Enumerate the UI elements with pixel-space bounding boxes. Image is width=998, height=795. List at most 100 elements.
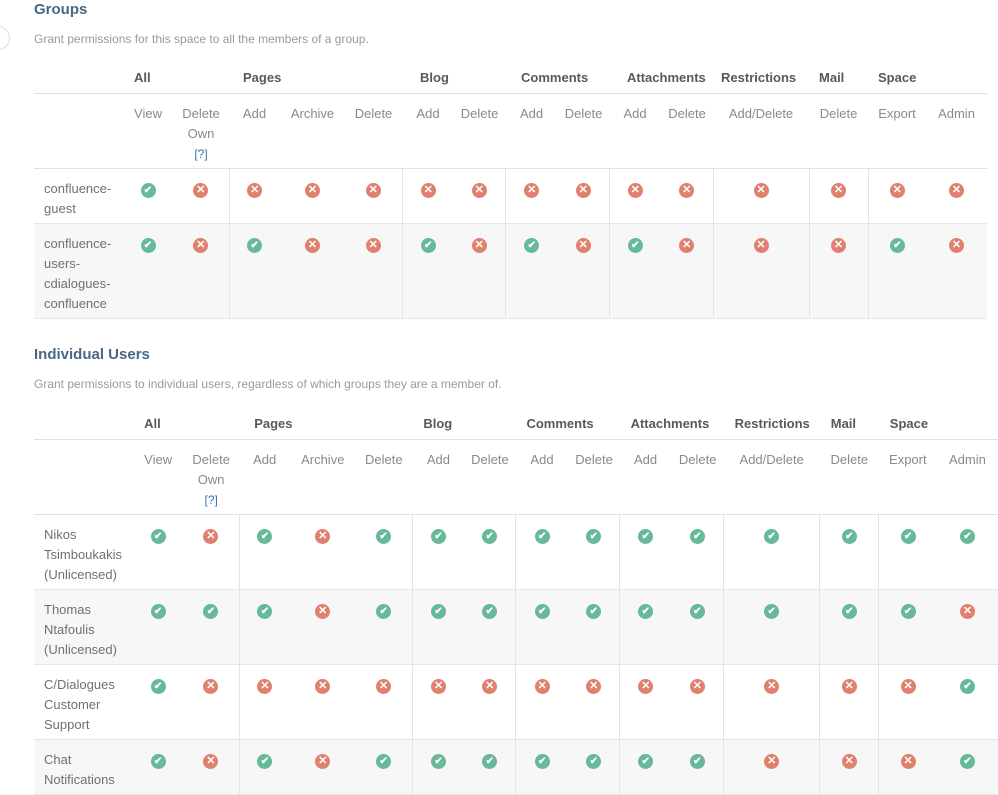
- permission-cell[interactable]: ✔: [411, 739, 465, 795]
- help-link[interactable]: [?]: [204, 493, 218, 507]
- x-circle-icon[interactable]: ✕: [889, 183, 905, 198]
- permission-cell[interactable]: ✔: [238, 589, 291, 665]
- check-circle-icon[interactable]: ✔: [431, 529, 447, 544]
- permission-cell[interactable]: ✕: [808, 223, 869, 319]
- permission-cell[interactable]: ✔: [133, 739, 184, 795]
- x-circle-icon[interactable]: ✕: [534, 679, 550, 694]
- permission-cell[interactable]: ✕: [401, 168, 454, 224]
- x-circle-icon[interactable]: ✕: [524, 183, 540, 198]
- collapse-handle[interactable]: [0, 26, 10, 50]
- x-circle-icon[interactable]: ✕: [764, 754, 780, 769]
- check-circle-icon[interactable]: ✔: [586, 529, 602, 544]
- x-circle-icon[interactable]: ✕: [471, 183, 487, 198]
- x-circle-icon[interactable]: ✕: [315, 604, 331, 619]
- x-circle-icon[interactable]: ✕: [586, 679, 602, 694]
- x-circle-icon[interactable]: ✕: [203, 529, 219, 544]
- x-circle-icon[interactable]: ✕: [764, 679, 780, 694]
- permission-cell[interactable]: ✕: [819, 739, 879, 795]
- permission-cell[interactable]: ✔: [401, 223, 454, 319]
- permission-cell[interactable]: ✕: [926, 168, 988, 224]
- permission-cell[interactable]: ✕: [183, 739, 240, 795]
- check-circle-icon[interactable]: ✔: [764, 529, 780, 544]
- check-circle-icon[interactable]: ✔: [247, 238, 263, 253]
- permission-cell[interactable]: ✕: [411, 664, 465, 740]
- permission-cell[interactable]: ✔: [355, 514, 413, 590]
- permission-cell[interactable]: ✔: [228, 223, 280, 319]
- permission-cell[interactable]: ✔: [867, 223, 927, 319]
- check-circle-icon[interactable]: ✔: [140, 183, 156, 198]
- permission-cell[interactable]: ✕: [355, 664, 413, 740]
- permission-cell[interactable]: ✕: [661, 223, 714, 319]
- permission-cell[interactable]: ✕: [454, 223, 506, 319]
- permission-cell[interactable]: ✔: [355, 739, 413, 795]
- permission-cell[interactable]: ✕: [454, 168, 506, 224]
- x-circle-icon[interactable]: ✕: [638, 679, 654, 694]
- permission-cell[interactable]: ✕: [228, 168, 280, 224]
- x-circle-icon[interactable]: ✕: [193, 183, 209, 198]
- x-circle-icon[interactable]: ✕: [203, 679, 219, 694]
- check-circle-icon[interactable]: ✔: [257, 604, 273, 619]
- permission-cell[interactable]: ✕: [878, 664, 937, 740]
- permission-cell[interactable]: ✕: [878, 739, 937, 795]
- permission-cell[interactable]: ✔: [819, 589, 879, 665]
- permission-cell[interactable]: ✔: [568, 514, 620, 590]
- permission-cell[interactable]: ✔: [878, 589, 937, 665]
- check-circle-icon[interactable]: ✔: [524, 238, 540, 253]
- permission-cell[interactable]: ✔: [183, 589, 240, 665]
- permission-cell[interactable]: ✕: [926, 223, 988, 319]
- x-circle-icon[interactable]: ✕: [203, 754, 219, 769]
- permission-cell[interactable]: ✔: [238, 739, 291, 795]
- x-circle-icon[interactable]: ✕: [689, 679, 705, 694]
- permission-cell[interactable]: ✔: [936, 514, 998, 590]
- check-circle-icon[interactable]: ✔: [376, 529, 392, 544]
- permission-cell[interactable]: ✕: [290, 739, 356, 795]
- permission-cell[interactable]: ✔: [671, 739, 724, 795]
- check-circle-icon[interactable]: ✔: [900, 604, 916, 619]
- permission-cell[interactable]: ✕: [723, 664, 820, 740]
- permission-cell[interactable]: ✔: [464, 589, 516, 665]
- permission-cell[interactable]: ✕: [464, 664, 516, 740]
- x-circle-icon[interactable]: ✕: [900, 679, 916, 694]
- permission-cell[interactable]: ✔: [568, 739, 620, 795]
- check-circle-icon[interactable]: ✔: [627, 238, 643, 253]
- x-circle-icon[interactable]: ✕: [315, 679, 331, 694]
- permission-cell[interactable]: ✔: [936, 664, 998, 740]
- permission-cell[interactable]: ✔: [514, 589, 569, 665]
- x-circle-icon[interactable]: ✕: [959, 604, 975, 619]
- permission-cell[interactable]: ✕: [514, 664, 569, 740]
- permission-cell[interactable]: ✕: [568, 664, 620, 740]
- permission-cell[interactable]: ✔: [411, 514, 465, 590]
- permission-cell[interactable]: ✔: [514, 739, 569, 795]
- check-circle-icon[interactable]: ✔: [534, 604, 550, 619]
- permission-cell[interactable]: ✔: [671, 514, 724, 590]
- permission-cell[interactable]: ✔: [619, 589, 672, 665]
- check-circle-icon[interactable]: ✔: [689, 754, 705, 769]
- permission-cell[interactable]: ✔: [123, 168, 173, 224]
- check-circle-icon[interactable]: ✔: [764, 604, 780, 619]
- check-circle-icon[interactable]: ✔: [689, 604, 705, 619]
- check-circle-icon[interactable]: ✔: [150, 529, 166, 544]
- check-circle-icon[interactable]: ✔: [203, 604, 219, 619]
- check-circle-icon[interactable]: ✔: [482, 604, 498, 619]
- permission-cell[interactable]: ✕: [808, 168, 869, 224]
- check-circle-icon[interactable]: ✔: [586, 604, 602, 619]
- x-circle-icon[interactable]: ✕: [305, 183, 320, 198]
- x-circle-icon[interactable]: ✕: [471, 238, 487, 253]
- check-circle-icon[interactable]: ✔: [431, 754, 447, 769]
- check-circle-icon[interactable]: ✔: [900, 529, 916, 544]
- permission-cell[interactable]: ✔: [619, 739, 672, 795]
- check-circle-icon[interactable]: ✔: [150, 604, 166, 619]
- check-circle-icon[interactable]: ✔: [257, 754, 273, 769]
- x-circle-icon[interactable]: ✕: [257, 679, 273, 694]
- check-circle-icon[interactable]: ✔: [638, 604, 654, 619]
- permission-cell[interactable]: ✕: [238, 664, 291, 740]
- check-circle-icon[interactable]: ✔: [482, 529, 498, 544]
- permission-cell[interactable]: ✔: [723, 514, 820, 590]
- check-circle-icon[interactable]: ✔: [376, 754, 392, 769]
- permission-cell[interactable]: ✕: [936, 589, 998, 665]
- permission-cell[interactable]: ✕: [712, 223, 810, 319]
- permission-cell[interactable]: ✔: [238, 514, 291, 590]
- x-circle-icon[interactable]: ✕: [949, 238, 965, 253]
- permission-cell[interactable]: ✕: [819, 664, 879, 740]
- permission-cell[interactable]: ✔: [355, 589, 413, 665]
